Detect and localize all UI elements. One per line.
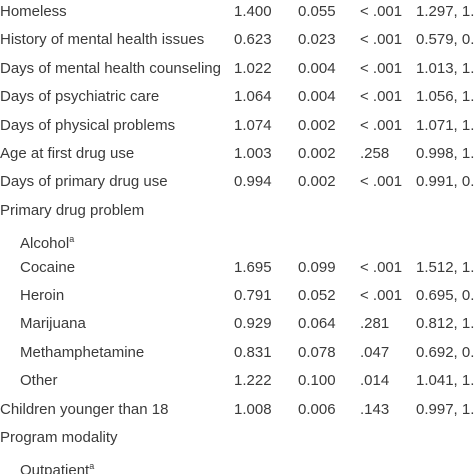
cell-value: 0.998, 1.007 xyxy=(416,145,474,162)
row-label: Cocaine xyxy=(20,258,76,276)
cell-value: 1.041, 1.434 xyxy=(416,372,474,390)
cell-value: 1.022 xyxy=(234,59,272,77)
cell-value: 0.002 xyxy=(298,145,336,162)
cell-value: .143 xyxy=(360,400,390,418)
footnote-marker: a xyxy=(69,234,75,245)
cell-value: .281 xyxy=(360,315,390,333)
cell-value: 0.994 xyxy=(234,173,272,191)
cell-value: 0.078 xyxy=(298,343,336,361)
cell-value: 0.579, 0.671 xyxy=(416,31,474,49)
cell-value: < .001 xyxy=(360,116,403,134)
row-label: Homeless xyxy=(0,3,67,20)
row-label: Days of physical problems xyxy=(0,116,176,134)
row-label: Days of primary drug use xyxy=(0,173,168,191)
cell-value: 0.002 xyxy=(298,173,336,191)
cell-value: 1.071, 1.077 xyxy=(416,116,474,134)
cell-value: .258 xyxy=(360,145,390,162)
cell-value: 0.006 xyxy=(298,400,336,418)
footnote-marker: a xyxy=(89,461,95,472)
cell-value: 0.023 xyxy=(298,31,336,49)
cell-value: 1.056, 1.071 xyxy=(416,88,474,106)
row-label: Outpatienta xyxy=(20,461,95,474)
cell-value: < .001 xyxy=(360,31,403,49)
cell-value: < .001 xyxy=(360,258,403,276)
cell-value: 0.052 xyxy=(298,287,336,304)
cell-value: 0.002 xyxy=(298,116,336,134)
cell-value: 0.812, 1.062 xyxy=(416,315,474,333)
cell-value: 1.064 xyxy=(234,88,272,106)
cell-value: 1.512, 1.901 xyxy=(416,258,474,276)
cell-value: 0.055 xyxy=(298,3,336,20)
row-label: Heroin xyxy=(20,287,65,304)
cell-value: 0.004 xyxy=(298,88,336,106)
row-label: Age at first drug use xyxy=(0,145,135,162)
cell-value: 0.991, 0.997 xyxy=(416,173,474,191)
cell-value: 0.004 xyxy=(298,59,336,77)
cell-value: 1.400 xyxy=(234,3,272,20)
cell-value: 0.099 xyxy=(298,258,336,276)
row-label: Other xyxy=(20,372,58,390)
cell-value: 0.692, 0.998 xyxy=(416,343,474,361)
cell-value: 1.297, 1.512 xyxy=(416,3,474,20)
row-label: Methamphetamine xyxy=(20,343,145,361)
row-label: History of mental health issues xyxy=(0,31,205,49)
cell-value: 1.222 xyxy=(234,372,272,390)
row-label: Program modality xyxy=(0,429,118,446)
cell-value: < .001 xyxy=(360,287,403,304)
cell-value: < .001 xyxy=(360,173,403,191)
row-label: Alcohola xyxy=(20,234,75,253)
cell-value: 0.064 xyxy=(298,315,336,333)
cell-value: 0.831 xyxy=(234,343,272,361)
cell-value: 0.791 xyxy=(234,287,272,304)
row-label: Primary drug problem xyxy=(0,201,145,219)
cell-value: .047 xyxy=(360,343,390,361)
cell-value: 1.074 xyxy=(234,116,272,134)
row-label: Days of psychiatric care xyxy=(0,88,160,106)
cell-value: 1.695 xyxy=(234,258,272,276)
cell-value: < .001 xyxy=(360,3,403,20)
cell-value: .014 xyxy=(360,372,390,390)
row-label: Marijuana xyxy=(20,315,86,333)
cell-value: 1.008 xyxy=(234,400,272,418)
cell-value: 0.929 xyxy=(234,315,272,333)
cell-value: 0.695, 0.901 xyxy=(416,287,474,304)
cell-value: < .001 xyxy=(360,59,403,77)
row-label: Days of mental health counseling xyxy=(0,59,221,77)
cell-value: < .001 xyxy=(360,88,403,106)
cell-value: 0.623 xyxy=(234,31,272,49)
cell-value: 1.013, 1.030 xyxy=(416,59,474,77)
row-label: Children younger than 18 xyxy=(0,400,169,418)
cell-value: 1.003 xyxy=(234,145,272,162)
cell-value: 0.100 xyxy=(298,372,336,390)
cell-value: 0.997, 1.020 xyxy=(416,400,474,418)
